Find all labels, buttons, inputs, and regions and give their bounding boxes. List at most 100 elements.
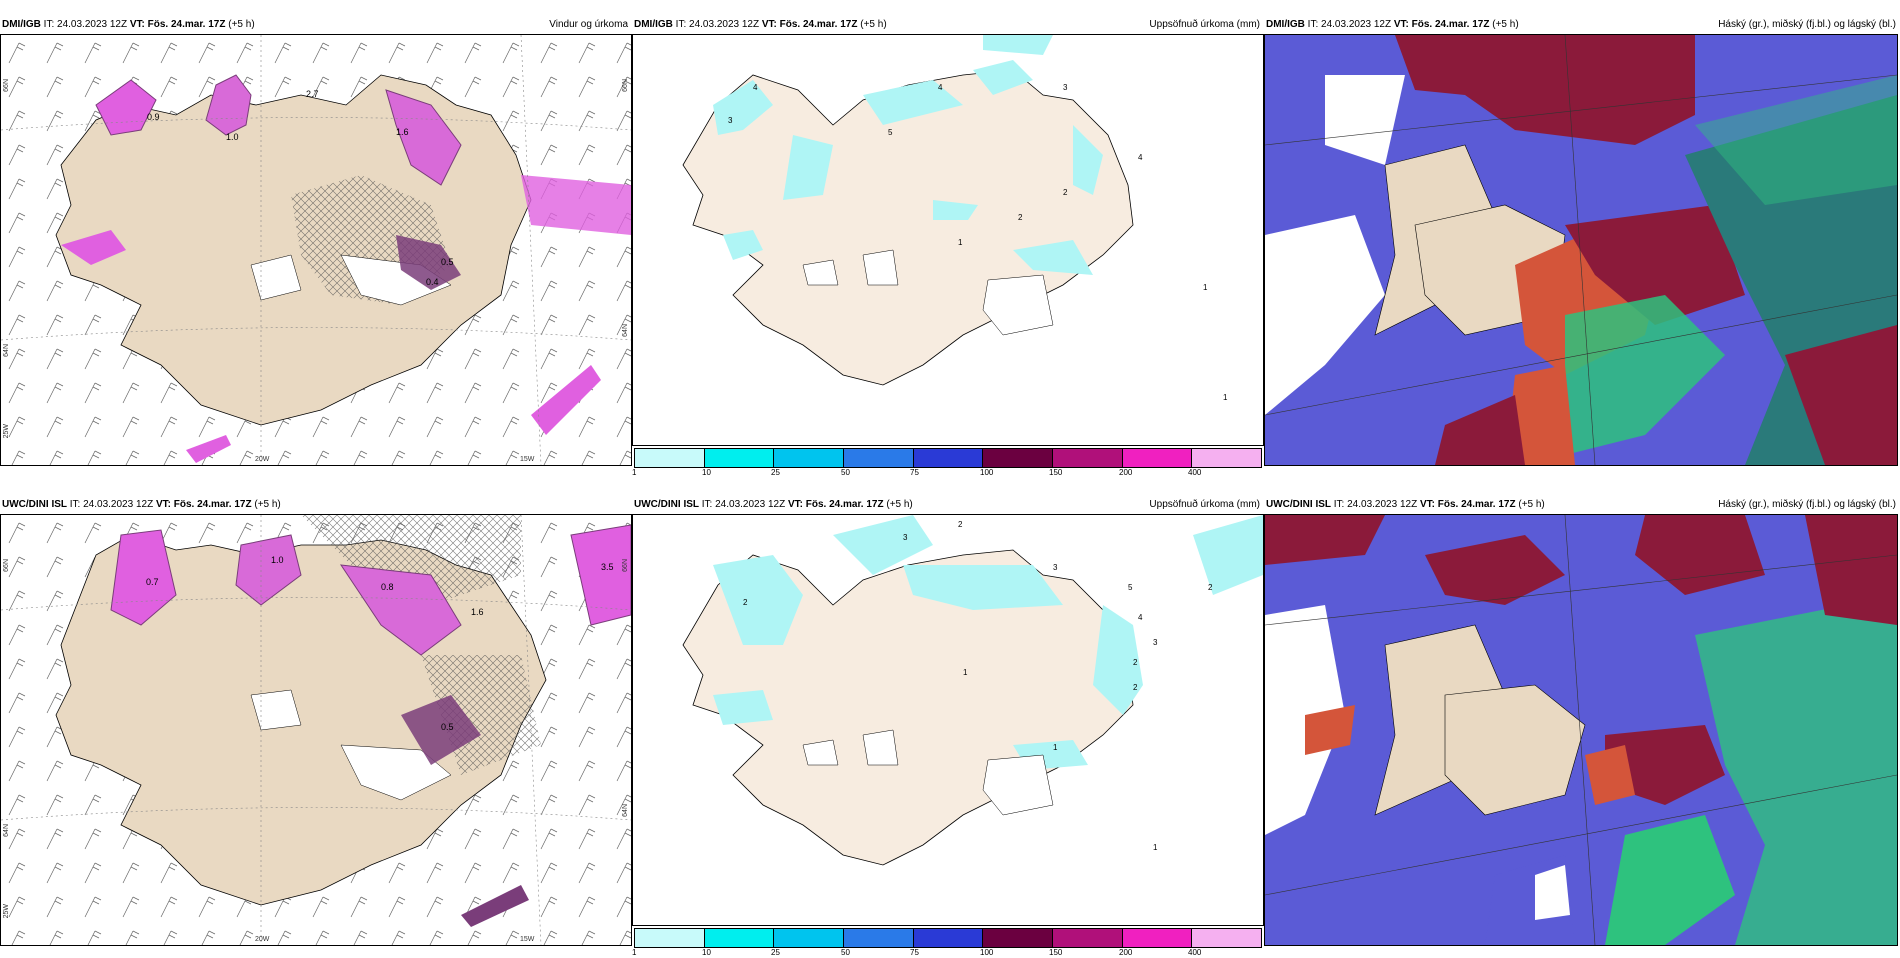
precip-value: 2 [1133,658,1138,667]
map-wind-precip[interactable]: 1.0 0.7 0.8 1.6 3.5 0.5 [0,514,632,946]
precip-value: 4 [1138,613,1143,622]
scale-label: 25 [771,948,780,957]
precip-value: 3 [1153,638,1158,647]
precip-value: 5 [888,128,893,137]
scale-labels: 1 10 25 50 75 100 150 200 400 [632,468,1260,478]
precip-value: 3 [728,116,733,125]
panel-title: Uppsöfnuð úrkoma (mm) [1149,499,1260,510]
precip-value: 0.4 [426,277,439,287]
grid-label-66n: 66N [3,559,10,572]
panel-header: UWC/DINI ISL IT: 24.03.2023 12Z VT: Fös.… [1264,494,1900,514]
precip-value: 1 [1223,393,1228,402]
panel-title: Uppsöfnuð úrkoma (mm) [1149,19,1260,30]
map-cloud-cover[interactable] [1264,514,1898,946]
grid-label-66n-right: 66N [622,559,629,572]
scale-swatch [913,449,984,467]
precip-value: 1 [958,238,963,247]
scale-label: 25 [771,468,780,477]
scale-label: 75 [910,468,919,477]
precip-value: 1.0 [226,132,239,142]
run-info: DMI/IGB IT: 24.03.2023 12Z VT: Fös. 24.m… [634,19,887,30]
precip-color-scale [634,448,1262,468]
panel-header: UWC/DINI ISL IT: 24.03.2023 12Z VT: Fös.… [0,494,632,514]
map-accumulated-precip[interactable]: 3 4 5 3 2 2 4 1 4 1 1 [632,34,1264,446]
scale-swatch [983,929,1054,947]
scale-swatch [635,449,705,467]
panel-uwc-precip: UWC/DINI ISL IT: 24.03.2023 12Z VT: Fös.… [632,494,1264,957]
precip-value: 2 [1133,683,1138,692]
scale-swatch [1192,449,1262,467]
panel-header: DMI/IGB IT: 24.03.2023 12Z VT: Fös. 24.m… [1264,14,1900,34]
scale-label: 400 [1188,948,1202,957]
map-cloud-cover[interactable] [1264,34,1898,466]
precip-value: 2 [1208,583,1213,592]
scale-swatch [1053,929,1123,947]
precip-value: 2 [1018,213,1023,222]
scale-swatch [704,449,775,467]
scale-label: 10 [702,468,711,477]
scale-swatch [774,929,845,947]
run-info: DMI/IGB IT: 24.03.2023 12Z VT: Fös. 24.m… [1266,19,1519,30]
precip-value: 1.6 [396,127,409,137]
panel-dmi-clouds: DMI/IGB IT: 24.03.2023 12Z VT: Fös. 24.m… [1264,14,1900,466]
scale-label: 1 [632,948,637,957]
grid-label-15w: 15W [520,936,535,943]
scale-label: 10 [702,948,711,957]
precip-value: 0.8 [381,582,394,592]
grid-label-20w: 20W [255,936,270,943]
scale-label: 50 [841,948,850,957]
precip-value: 3 [1063,83,1068,92]
grid-label-66n-right: 66N [622,79,629,92]
precip-value: 1.6 [471,607,484,617]
precip-value: 4 [938,83,943,92]
scale-label: 150 [1049,948,1063,957]
precip-value: 1 [1153,843,1158,852]
panel-title: Vindur og úrkoma [549,19,628,30]
scale-label: 150 [1049,468,1063,477]
scale-label: 100 [980,948,994,957]
precip-value: 4 [753,83,758,92]
grid-label-64n: 64N [3,824,10,837]
map-wind-precip[interactable]: 0.9 1.0 1.6 0.4 0.5 2.7 [0,34,632,466]
scale-label: 1 [632,468,637,477]
panel-header: UWC/DINI ISL IT: 24.03.2023 12Z VT: Fös.… [632,494,1264,514]
map-accumulated-precip[interactable]: 2 3 2 3 5 4 3 2 2 1 1 2 1 [632,514,1264,926]
panel-header: DMI/IGB IT: 24.03.2023 12Z VT: Fös. 24.m… [632,14,1264,34]
scale-swatch [844,929,914,947]
precip-value: 3.5 [601,562,614,572]
scale-swatch [983,449,1054,467]
grid-label-15w: 15W [520,456,535,463]
grid-label-20w: 20W [255,456,270,463]
scale-label: 200 [1119,468,1133,477]
precip-value: 2 [1063,188,1068,197]
precip-value: 2 [743,598,748,607]
scale-label: 50 [841,468,850,477]
scale-label: 200 [1119,948,1133,957]
panel-header: DMI/IGB IT: 24.03.2023 12Z VT: Fös. 24.m… [0,14,632,34]
scale-swatch [1192,929,1262,947]
precip-value: 1 [1053,743,1058,752]
precip-value: 2 [958,520,963,529]
scale-swatch [635,929,705,947]
run-info: UWC/DINI ISL IT: 24.03.2023 12Z VT: Fös.… [634,499,913,510]
scale-swatch [1053,449,1123,467]
grid-label-64n: 64N [3,344,10,357]
grid-label-66n: 66N [3,79,10,92]
precip-value: 1.0 [271,555,284,565]
scale-swatch [913,929,984,947]
precip-value: 1 [1203,283,1208,292]
panel-uwc-clouds: UWC/DINI ISL IT: 24.03.2023 12Z VT: Fös.… [1264,494,1900,946]
grid-label-25w: 25W [3,424,10,439]
run-info: UWC/DINI ISL IT: 24.03.2023 12Z VT: Fös.… [2,499,281,510]
panel-dmi-precip: DMI/IGB IT: 24.03.2023 12Z VT: Fös. 24.m… [632,14,1264,477]
precip-value: 2.7 [306,89,319,99]
grid-label-64n-right: 64N [622,804,629,817]
panel-uwc-wind: UWC/DINI ISL IT: 24.03.2023 12Z VT: Fös.… [0,494,632,946]
scale-swatch [1122,929,1193,947]
precip-value: 5 [1128,583,1133,592]
precip-value: 0.5 [441,722,454,732]
scale-label: 100 [980,468,994,477]
grid-label-25w: 25W [3,904,10,919]
panel-dmi-wind: DMI/IGB IT: 24.03.2023 12Z VT: Fös. 24.m… [0,14,632,466]
grid-label-64n-right: 64N [622,324,629,337]
